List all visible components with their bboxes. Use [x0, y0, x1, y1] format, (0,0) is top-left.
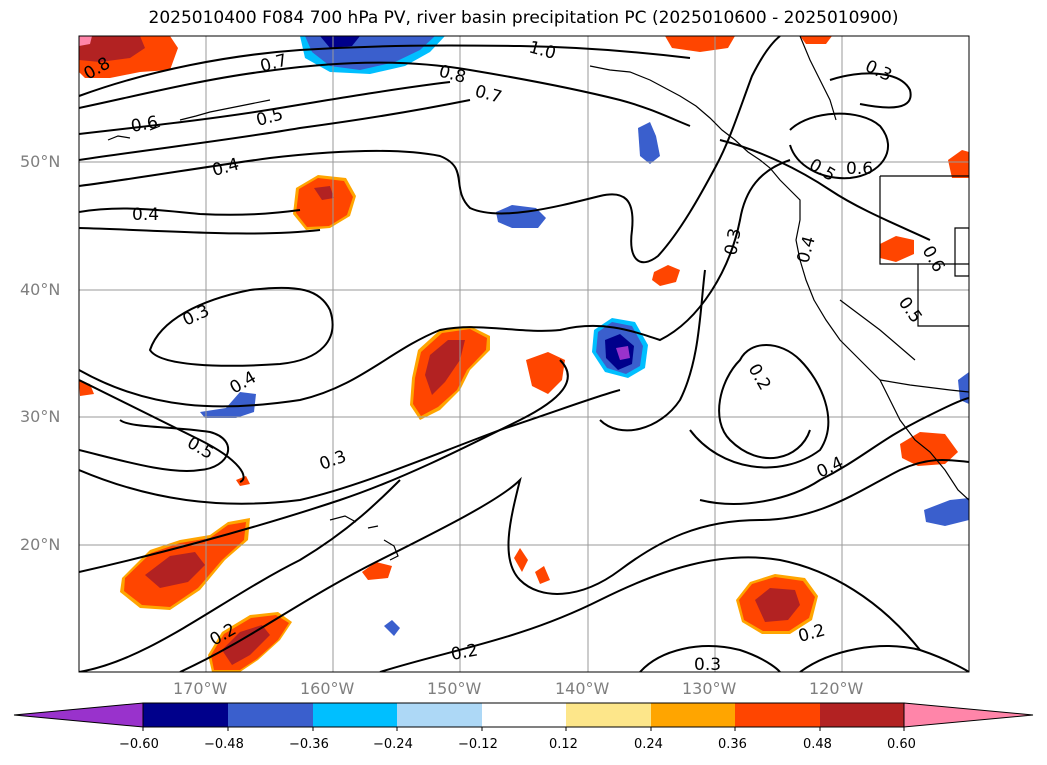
map-frame: [78, 35, 970, 673]
colorbar-tick-label: 0.12: [549, 737, 578, 752]
colorbar-tick-label: 0.36: [718, 737, 747, 752]
lat-label-40n: 40°N: [20, 280, 61, 299]
colorbar: [13, 702, 1034, 731]
colorbar-segment: [820, 703, 904, 727]
lat-label-20n: 20°N: [20, 535, 61, 554]
colorbar-min-extend: [13, 702, 144, 728]
contour-label: 1.0: [527, 38, 558, 64]
contour-label: 0.2: [744, 361, 775, 394]
colorbar-tick-label: −0.60: [119, 737, 159, 752]
colorbar-segment: [397, 703, 482, 727]
contour-label: 0.2: [449, 641, 479, 665]
contour-label: 0.5: [184, 433, 217, 464]
colorbar-tick-label: 0.60: [887, 737, 916, 752]
contour-labels: 0.8 0.7 1.0 0.8 0.7 0.6 0.5 0.3 0.4 0.4 …: [81, 38, 949, 675]
contour-label: 0.3: [862, 56, 895, 86]
contour-label: 0.4: [227, 367, 260, 398]
precip-anomaly-fill: [79, 36, 969, 672]
colorbar-tick-label: 0.48: [803, 737, 832, 752]
colorbar-max-extend: [903, 702, 1034, 728]
lon-label-140w: 140°W: [555, 679, 610, 698]
contour-label: 0.4: [132, 205, 159, 225]
contour-label: 0.5: [894, 293, 926, 327]
pv-contours: [79, 36, 969, 672]
contour-label: 0.6: [129, 113, 159, 137]
colorbar-segment: [228, 703, 313, 727]
colorbar-segment: [566, 703, 651, 727]
coastline: [107, 36, 969, 561]
contour-label: 0.3: [721, 227, 745, 257]
colorbar-segment: [313, 703, 397, 727]
lon-label-130w: 130°W: [682, 679, 737, 698]
colorbar-segment: [143, 703, 228, 727]
lat-label-30n: 30°N: [20, 407, 61, 426]
contour-label: 0.3: [180, 301, 213, 331]
lat-label-50n: 50°N: [20, 152, 61, 171]
colorbar-tick-label: −0.12: [458, 737, 498, 752]
lon-label-170w: 170°W: [173, 679, 228, 698]
colorbar-segment: [651, 703, 735, 727]
contour-label: 0.5: [806, 155, 839, 186]
figure-title: 2025010400 F084 700 hPa PV, river basin …: [148, 8, 899, 28]
lon-label-120w: 120°W: [809, 679, 864, 698]
colorbar-tick-label: −0.24: [373, 737, 413, 752]
contour-label: 0.3: [317, 447, 349, 475]
contour-label: 0.6: [918, 243, 949, 276]
colorbar-segment: [482, 703, 566, 727]
lon-label-150w: 150°W: [427, 679, 482, 698]
colorbar-tick-label: −0.48: [204, 737, 244, 752]
contour-label: 0.5: [254, 105, 285, 131]
colorbar-segment: [735, 703, 820, 727]
contour-label: 0.4: [210, 155, 241, 181]
colorbar-tick-label: −0.36: [289, 737, 329, 752]
colorbar-tick-label: 0.24: [634, 737, 663, 752]
contour-label: 0.7: [473, 82, 504, 108]
contour-label: 0.6: [846, 159, 873, 179]
contour-label: 0.3: [694, 655, 721, 675]
contour-label: 0.4: [794, 234, 820, 265]
graticule: [79, 36, 969, 672]
lon-label-160w: 160°W: [300, 679, 355, 698]
